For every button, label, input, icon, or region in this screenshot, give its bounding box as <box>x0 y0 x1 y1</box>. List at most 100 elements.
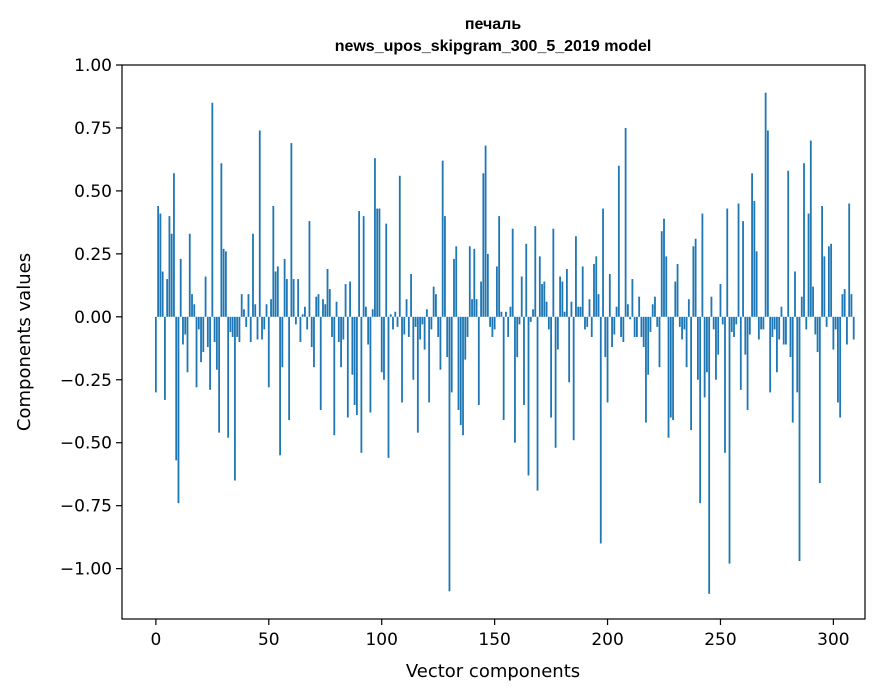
x-tick-label: 300 <box>817 630 849 650</box>
bar-201 <box>608 274 611 317</box>
bar-219 <box>649 316 652 332</box>
bar-34 <box>231 316 234 337</box>
bar-49 <box>265 304 268 317</box>
bar-229 <box>672 316 674 421</box>
bar-133 <box>455 246 458 317</box>
bar-161 <box>518 316 521 325</box>
bar-177 <box>554 316 557 448</box>
bar-50 <box>267 316 270 388</box>
bar-267 <box>757 316 760 340</box>
bar-128 <box>444 216 446 317</box>
bar-17 <box>193 304 196 317</box>
bar-227 <box>667 316 670 438</box>
bar-52 <box>272 206 275 317</box>
bar-69 <box>310 316 313 348</box>
bar-268 <box>760 316 763 330</box>
bar-202 <box>611 316 613 348</box>
bar-259 <box>739 316 742 390</box>
bar-4 <box>164 316 166 400</box>
bar-48 <box>263 316 266 330</box>
bar-138 <box>466 316 469 337</box>
bar-85 <box>346 316 349 418</box>
bar-199 <box>604 316 607 358</box>
bar-101 <box>383 316 385 380</box>
bar-59 <box>288 316 291 421</box>
y-tick-label: −0.25 <box>60 371 112 391</box>
bar-303 <box>839 316 842 418</box>
bar-302 <box>837 316 839 403</box>
bar-35 <box>234 316 236 481</box>
bar-87 <box>351 316 354 375</box>
bar-216 <box>642 316 645 348</box>
bar-9 <box>175 316 178 461</box>
bar-293 <box>816 316 819 353</box>
x-tick-label: 100 <box>365 630 397 650</box>
bar-221 <box>654 296 656 317</box>
y-tick-label: 0.25 <box>74 245 112 265</box>
bar-156 <box>507 316 510 337</box>
bar-283 <box>794 271 796 317</box>
bar-157 <box>509 306 512 317</box>
bar-224 <box>660 231 663 317</box>
bar-139 <box>468 246 471 317</box>
bar-297 <box>825 316 828 327</box>
bar-25 <box>211 102 214 317</box>
bar-136 <box>462 316 464 436</box>
bar-204 <box>615 306 618 317</box>
bar-122 <box>430 316 433 330</box>
bar-228 <box>669 316 672 418</box>
bar-240 <box>696 316 699 380</box>
bar-30 <box>222 248 225 317</box>
bar-95 <box>369 316 372 413</box>
bar-174 <box>547 316 550 330</box>
bar-77 <box>328 289 331 317</box>
bar-47 <box>261 316 263 340</box>
x-axis-label: Vector components <box>406 661 580 682</box>
bar-73 <box>319 316 322 410</box>
bar-0 <box>154 316 157 393</box>
bar-97 <box>374 158 376 317</box>
bar-301 <box>834 316 837 330</box>
bar-67 <box>306 316 309 330</box>
bar-160 <box>516 316 519 358</box>
bar-217 <box>645 316 647 423</box>
bar-113 <box>410 274 412 317</box>
bar-54 <box>276 266 279 317</box>
bar-244 <box>706 316 708 373</box>
bar-21 <box>202 316 205 353</box>
bar-284 <box>796 316 799 393</box>
bar-112 <box>407 316 410 337</box>
bar-255 <box>730 316 733 332</box>
bar-104 <box>389 314 392 317</box>
y-axis: 1.00 0.75 0.50 0.25 0.00 −0.25 −0.50 −0.75 −1.00 <box>60 56 122 580</box>
bar-81 <box>337 316 340 342</box>
bar-99 <box>378 208 381 317</box>
bar-182 <box>565 268 568 317</box>
y-tick-label: 0.75 <box>74 119 112 139</box>
bar-282 <box>791 316 794 423</box>
bar-291 <box>812 286 814 317</box>
bar-74 <box>322 299 324 317</box>
bar-143 <box>477 316 480 405</box>
bar-144 <box>480 281 482 317</box>
bar-306 <box>846 316 848 345</box>
bar-127 <box>441 160 444 317</box>
bar-305 <box>843 289 846 317</box>
bar-280 <box>787 170 790 317</box>
plot-area <box>122 65 865 619</box>
bar-90 <box>358 211 361 317</box>
bar-148 <box>489 316 492 327</box>
bar-185 <box>572 316 575 441</box>
bar-151 <box>495 266 498 317</box>
bar-203 <box>613 316 616 335</box>
bar-56 <box>281 316 284 368</box>
bar-214 <box>638 296 641 317</box>
bar-272 <box>769 316 772 393</box>
bar-16 <box>191 294 193 317</box>
bar-44 <box>254 304 257 317</box>
bar-131 <box>450 316 453 393</box>
bar-116 <box>416 316 419 433</box>
bar-11 <box>179 258 182 317</box>
bar-115 <box>414 316 417 327</box>
